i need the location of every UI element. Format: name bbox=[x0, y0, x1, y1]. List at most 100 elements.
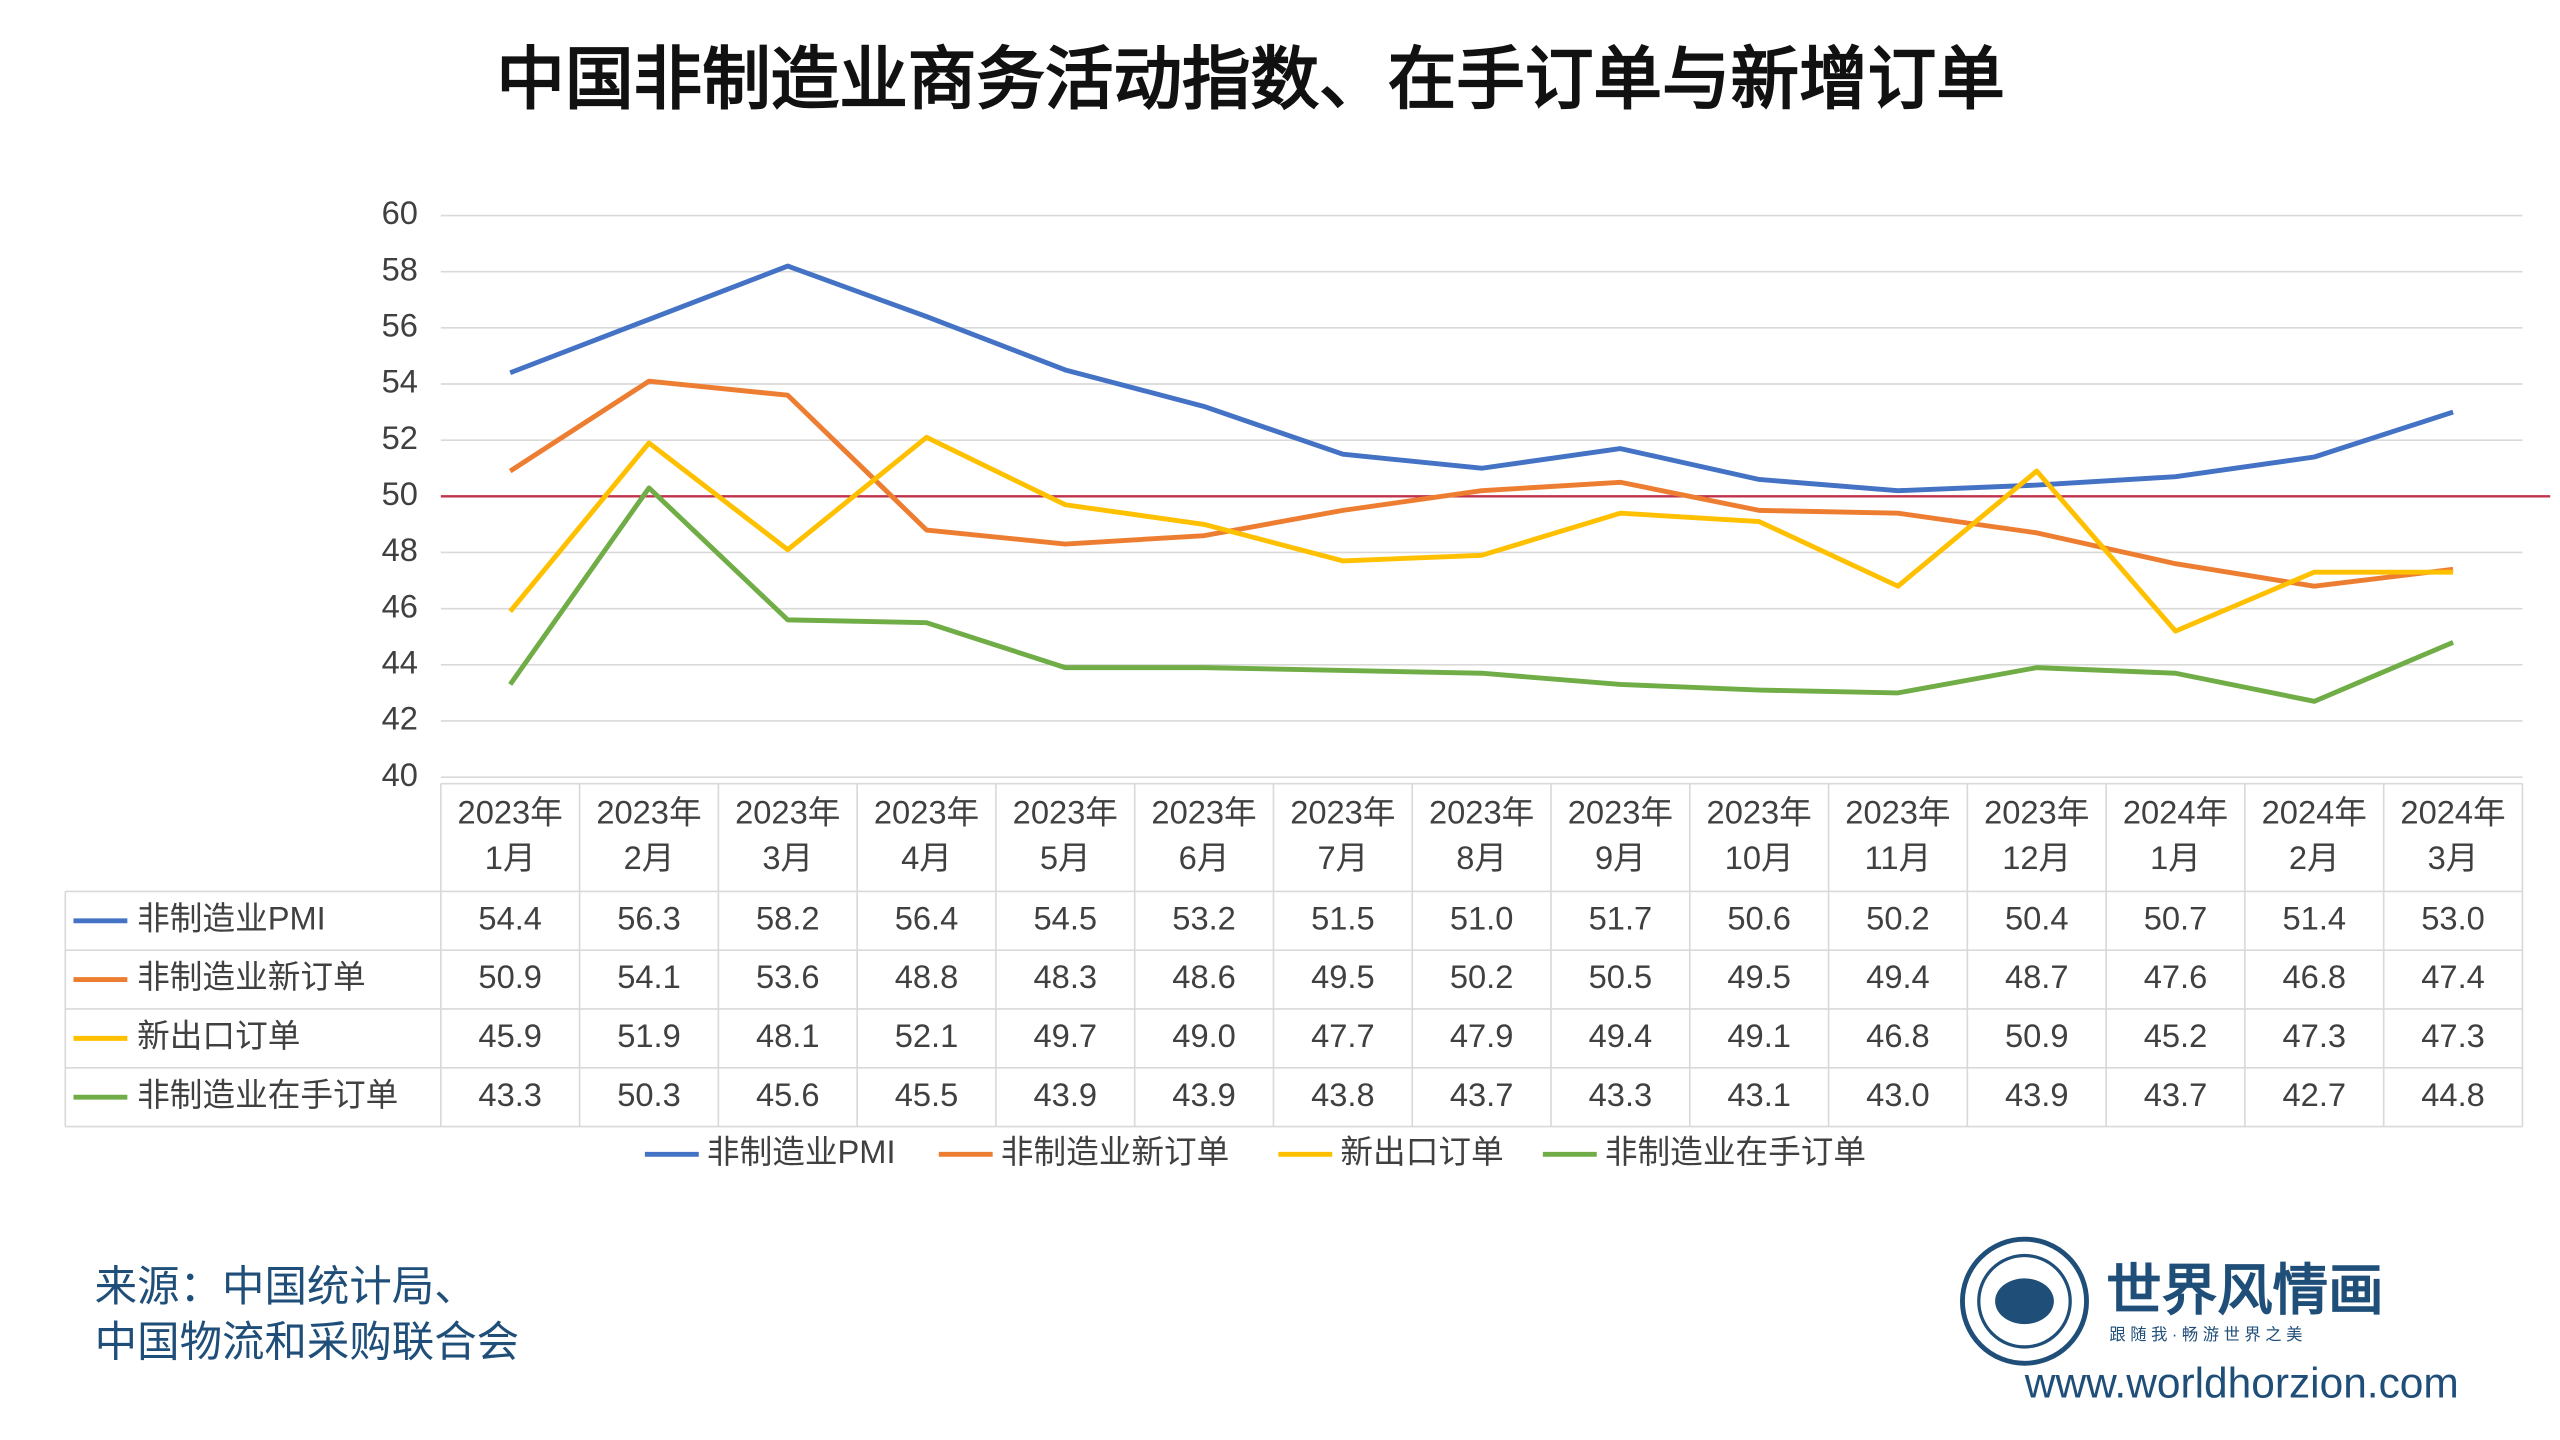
table-value: 50.7 bbox=[2144, 899, 2208, 936]
x-tick-label: 2024年 bbox=[2262, 793, 2367, 830]
x-tick-label: 3月 bbox=[762, 839, 813, 876]
table-value: 43.3 bbox=[478, 1076, 542, 1113]
table-row-label: 非制造业在手订单 bbox=[137, 1076, 398, 1113]
table-value: 50.9 bbox=[478, 958, 542, 995]
table-value: 43.9 bbox=[1172, 1076, 1236, 1113]
table-value: 46.8 bbox=[1866, 1017, 1930, 1054]
table-value: 56.3 bbox=[617, 899, 681, 936]
x-tick-label: 2024年 bbox=[2400, 793, 2505, 830]
table-value: 50.2 bbox=[1450, 958, 1514, 995]
table-value: 43.9 bbox=[1034, 1076, 1098, 1113]
table-value: 43.7 bbox=[1450, 1076, 1514, 1113]
table-value: 49.4 bbox=[1866, 958, 1930, 995]
y-tick-label: 54 bbox=[382, 363, 418, 400]
table-value: 50.6 bbox=[1727, 899, 1791, 936]
x-tick-label: 3月 bbox=[2428, 839, 2479, 876]
series-line bbox=[509, 263, 2454, 494]
table-value: 42.7 bbox=[2283, 1076, 2347, 1113]
x-tick-label: 2023年 bbox=[1429, 793, 1534, 830]
table-value: 49.5 bbox=[1727, 958, 1791, 995]
x-tick-label: 9月 bbox=[1595, 839, 1646, 876]
x-tick-label: 2023年 bbox=[1707, 793, 1812, 830]
x-tick-label: 4月 bbox=[901, 839, 952, 876]
table-value: 51.4 bbox=[2283, 899, 2347, 936]
x-tick-label: 1月 bbox=[2150, 839, 2201, 876]
source: 中国物流和采购联合会 bbox=[95, 1319, 519, 1366]
table-value: 58.2 bbox=[756, 899, 820, 936]
x-tick-label: 2月 bbox=[624, 839, 675, 876]
table-row-label: 新出口订单 bbox=[137, 1017, 300, 1054]
table-value: 50.4 bbox=[2005, 899, 2069, 936]
x-tick-label: 2023年 bbox=[596, 793, 701, 830]
table-value: 45.2 bbox=[2144, 1017, 2208, 1054]
table-value: 45.5 bbox=[895, 1076, 959, 1113]
table-value: 45.9 bbox=[478, 1017, 542, 1054]
legend-label: 新出口订单 bbox=[1340, 1133, 1503, 1170]
x-tick-label: 7月 bbox=[1317, 839, 1368, 876]
table-value: 48.8 bbox=[895, 958, 959, 995]
x-tick-label: 2023年 bbox=[735, 793, 840, 830]
y-tick-label: 50 bbox=[382, 475, 418, 512]
y-tick-label: 44 bbox=[382, 643, 418, 680]
series-line bbox=[508, 485, 2455, 704]
source: 来源：中国统计局、 bbox=[95, 1263, 477, 1310]
x-tick-label: 2023年 bbox=[458, 793, 563, 830]
table-value: 48.6 bbox=[1172, 958, 1236, 995]
table-value: 54.1 bbox=[617, 958, 681, 995]
table-value: 43.1 bbox=[1727, 1076, 1791, 1113]
y-tick-label: 56 bbox=[382, 306, 418, 343]
table-value: 47.7 bbox=[1311, 1017, 1375, 1054]
table-value: 48.7 bbox=[2005, 958, 2069, 995]
x-tick-label: 6月 bbox=[1179, 839, 1230, 876]
y-tick-label: 42 bbox=[382, 700, 418, 737]
table-value: 49.0 bbox=[1172, 1017, 1236, 1054]
logo-slogan: 跟 随 我 · 畅 游 世 界 之 美 bbox=[2109, 1326, 2302, 1344]
x-tick-label: 2023年 bbox=[1845, 793, 1950, 830]
table-value: 51.0 bbox=[1450, 899, 1514, 936]
x-tick-label: 2023年 bbox=[1984, 793, 2089, 830]
y-tick-label: 40 bbox=[382, 756, 418, 793]
table-value: 43.8 bbox=[1311, 1076, 1375, 1113]
x-tick-label: 2023年 bbox=[1568, 793, 1673, 830]
y-tick-label: 46 bbox=[382, 587, 418, 624]
table-value: 50.2 bbox=[1866, 899, 1930, 936]
table-value: 47.4 bbox=[2421, 958, 2485, 995]
table-value: 48.3 bbox=[1034, 958, 1098, 995]
table-value: 51.5 bbox=[1311, 899, 1375, 936]
table-value: 51.7 bbox=[1589, 899, 1653, 936]
table-value: 43.3 bbox=[1589, 1076, 1653, 1113]
table-value: 52.1 bbox=[895, 1017, 959, 1054]
table-value: 56.4 bbox=[895, 899, 959, 936]
x-tick-label: 2023年 bbox=[1290, 793, 1395, 830]
y-tick-label: 52 bbox=[382, 419, 418, 456]
logo-icon bbox=[1960, 1236, 2089, 1366]
table-value: 47.6 bbox=[2144, 958, 2208, 995]
table-value: 47.3 bbox=[2421, 1017, 2485, 1054]
x-tick-label: 8月 bbox=[1456, 839, 1507, 876]
table-value: 43.0 bbox=[1866, 1076, 1930, 1113]
table-value: 43.7 bbox=[2144, 1076, 2208, 1113]
table-value: 51.9 bbox=[617, 1017, 681, 1054]
series-line bbox=[508, 434, 2454, 634]
table-value: 50.9 bbox=[2005, 1017, 2069, 1054]
table-value: 46.8 bbox=[2283, 958, 2347, 995]
table-value: 44.8 bbox=[2421, 1076, 2485, 1113]
logo-url: www.worldhorzion.com bbox=[2024, 1359, 2459, 1406]
y-tick-label: 60 bbox=[382, 194, 418, 231]
table-value: 43.9 bbox=[2005, 1076, 2069, 1113]
x-tick-label: 2023年 bbox=[1013, 793, 1118, 830]
logo-name: 世界风情画 bbox=[2106, 1259, 2384, 1321]
table-value: 54.4 bbox=[478, 899, 542, 936]
legend-label: 非制造业PMI bbox=[707, 1133, 896, 1170]
x-tick-label: 12月 bbox=[2002, 839, 2071, 876]
table-value: 48.1 bbox=[756, 1017, 820, 1054]
table-value: 47.3 bbox=[2283, 1017, 2347, 1054]
table-row-label: 非制造业PMI bbox=[137, 899, 326, 936]
x-tick-label: 10月 bbox=[1725, 839, 1794, 876]
table-value: 49.7 bbox=[1034, 1017, 1098, 1054]
x-tick-label: 1月 bbox=[485, 839, 536, 876]
table-value: 49.1 bbox=[1727, 1017, 1791, 1054]
